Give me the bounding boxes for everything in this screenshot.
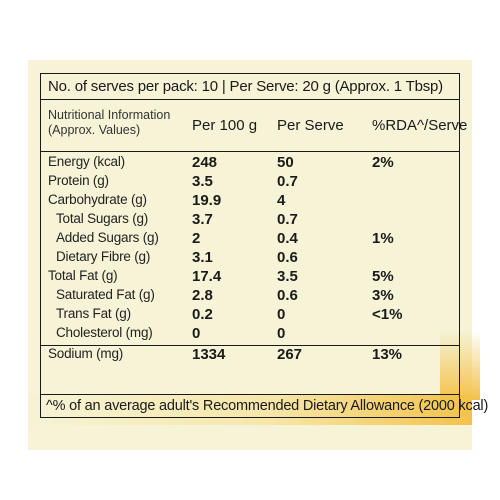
label-background (28, 60, 472, 450)
table-row: Energy (kcal) 248 50 2% (41, 154, 459, 174)
per100-value: 2 (192, 230, 201, 247)
sodium-divider (41, 345, 459, 346)
nutrient-name: Cholesterol (mg) (56, 325, 153, 340)
column-headers: Nutritional Information (Approx. Values)… (41, 104, 467, 152)
nutrient-name: Dietary Fibre (g) (56, 249, 151, 264)
table-row: Total Fat (g) 17.4 3.5 5% (41, 268, 459, 288)
perserve-value: 50 (277, 154, 294, 171)
perserve-value: 0.6 (277, 287, 298, 304)
rda-value: 13% (372, 346, 403, 363)
nutrition-table: No. of serves per pack: 10 | Per Serve: … (40, 73, 488, 418)
rda-header: %RDA^/Serve (372, 117, 468, 134)
rda-value: 5% (372, 268, 394, 285)
perserve-value: 0 (277, 325, 286, 342)
per100-value: 2.8 (192, 287, 213, 304)
per100-value: 0.2 (192, 306, 213, 323)
per100-header: Per 100 g (192, 117, 258, 134)
nutrient-name: Energy (kcal) (48, 154, 125, 169)
perserve-value: 3.5 (277, 268, 298, 285)
rda-value: 2% (372, 154, 394, 171)
nutrient-name: Carbohydrate (g) (48, 192, 147, 207)
nutrition-label-line1: Nutritional Information (48, 108, 171, 122)
perserve-value: 0.7 (277, 173, 298, 190)
rda-value: 1% (372, 230, 394, 247)
nutrient-name: Total Sugars (g) (56, 211, 149, 226)
per100-value: 248 (192, 154, 218, 171)
nutrient-name: Sodium (mg) (48, 346, 124, 361)
table-row: Total Sugars (g) 3.7 0.7 (41, 211, 459, 231)
label-bottom-band (28, 395, 472, 425)
perserve-value: 0.4 (277, 230, 298, 247)
rda-footnote: ^% of an average adult's Recommended Die… (41, 394, 488, 417)
nutrient-name: Added Sugars (g) (56, 230, 159, 245)
nutrient-name: Total Fat (g) (48, 268, 118, 283)
table-row: Added Sugars (g) 2 0.4 1% (41, 230, 459, 250)
per100-value: 3.5 (192, 173, 213, 190)
nutrient-name: Saturated Fat (g) (56, 287, 155, 302)
table-row: Cholesterol (mg) 0 0 (41, 325, 459, 345)
nutrient-name: Trans Fat (g) (56, 306, 131, 321)
nutrition-label-header: Nutritional Information (Approx. Values) (48, 108, 178, 138)
per100-value: 3.7 (192, 211, 213, 228)
table-row: Carbohydrate (g) 19.9 4 (41, 192, 459, 212)
perserve-value: 0 (277, 306, 286, 323)
perserve-value: 0.6 (277, 249, 298, 266)
per100-value: 1334 (192, 346, 226, 363)
table-row: Trans Fat (g) 0.2 0 <1% (41, 306, 459, 326)
per100-value: 3.1 (192, 249, 213, 266)
nutrient-name: Protein (g) (48, 173, 109, 188)
table-row: Protein (g) 3.5 0.7 (41, 173, 459, 193)
perserve-value: 0.7 (277, 211, 298, 228)
per100-value: 0 (192, 325, 201, 342)
table-row: Saturated Fat (g) 2.8 0.6 3% (41, 287, 459, 307)
table-row: Dietary Fibre (g) 3.1 0.6 (41, 249, 459, 269)
rda-value: 3% (372, 287, 394, 304)
rda-value: <1% (372, 306, 403, 323)
per100-value: 17.4 (192, 268, 222, 285)
serving-info: No. of serves per pack: 10 | Per Serve: … (41, 74, 459, 100)
label-accent-fade (440, 330, 480, 400)
perserve-header: Per Serve (277, 117, 344, 134)
per100-value: 19.9 (192, 192, 222, 209)
perserve-value: 4 (277, 192, 286, 209)
perserve-value: 267 (277, 346, 303, 363)
nutrition-label-line2: (Approx. Values) (48, 123, 141, 137)
table-row: Sodium (mg) 1334 267 13% (41, 346, 459, 366)
